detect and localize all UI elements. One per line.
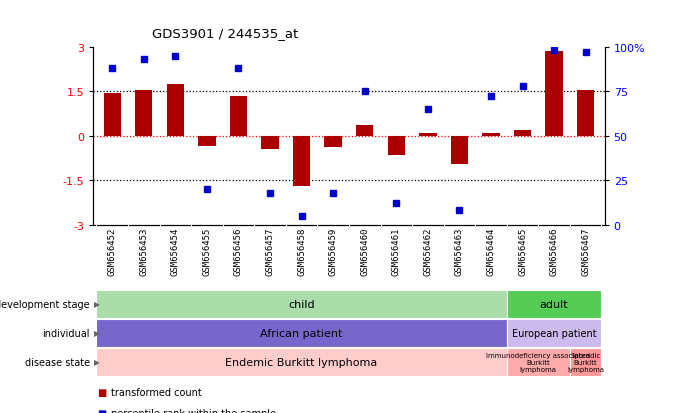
- Bar: [451, 136, 468, 164]
- Text: ■: ■: [97, 408, 106, 413]
- Text: GSM656464: GSM656464: [486, 227, 495, 275]
- Text: GSM656458: GSM656458: [297, 227, 306, 275]
- Text: GSM656457: GSM656457: [265, 227, 274, 275]
- Bar: [577, 90, 594, 136]
- Bar: [230, 96, 247, 136]
- Bar: [167, 85, 184, 136]
- Text: GSM656454: GSM656454: [171, 227, 180, 275]
- Bar: [482, 133, 500, 136]
- Text: European patient: European patient: [512, 328, 596, 338]
- Text: Sporadic
Burkitt
lymphoma: Sporadic Burkitt lymphoma: [567, 352, 604, 372]
- Text: GSM656456: GSM656456: [234, 227, 243, 275]
- Text: adult: adult: [540, 299, 569, 309]
- Text: ▶: ▶: [94, 357, 100, 366]
- Text: ■: ■: [97, 387, 106, 397]
- Bar: [198, 136, 216, 147]
- Text: GSM656460: GSM656460: [360, 227, 369, 275]
- Bar: [419, 133, 437, 136]
- Bar: [135, 90, 153, 136]
- Text: GSM656466: GSM656466: [549, 227, 558, 275]
- Text: GSM656453: GSM656453: [140, 227, 149, 275]
- Text: ▶: ▶: [94, 328, 100, 337]
- Bar: [325, 136, 342, 148]
- Text: GSM656459: GSM656459: [329, 227, 338, 275]
- Text: Endemic Burkitt lymphoma: Endemic Burkitt lymphoma: [225, 357, 378, 367]
- Text: development stage: development stage: [0, 299, 90, 309]
- Bar: [545, 52, 562, 136]
- Text: ▶: ▶: [94, 299, 100, 309]
- Bar: [97, 348, 507, 376]
- Bar: [293, 136, 310, 187]
- Bar: [507, 290, 601, 318]
- Bar: [97, 319, 507, 347]
- Text: GSM656461: GSM656461: [392, 227, 401, 275]
- Bar: [514, 131, 531, 136]
- Bar: [261, 136, 278, 150]
- Text: African patient: African patient: [261, 328, 343, 338]
- Bar: [570, 348, 601, 376]
- Text: GSM656455: GSM656455: [202, 227, 211, 275]
- Bar: [507, 319, 601, 347]
- Bar: [507, 348, 570, 376]
- Text: disease state: disease state: [25, 357, 90, 367]
- Text: child: child: [288, 299, 315, 309]
- Text: individual: individual: [42, 328, 90, 338]
- Text: Immunodeficiency associated
Burkitt
lymphoma: Immunodeficiency associated Burkitt lymp…: [486, 352, 590, 372]
- Text: GSM656462: GSM656462: [424, 227, 433, 275]
- Bar: [388, 136, 405, 156]
- Text: GDS3901 / 244535_at: GDS3901 / 244535_at: [152, 27, 299, 40]
- Text: GSM656465: GSM656465: [518, 227, 527, 275]
- Text: GSM656463: GSM656463: [455, 227, 464, 275]
- Text: percentile rank within the sample: percentile rank within the sample: [111, 408, 276, 413]
- Text: GSM656467: GSM656467: [581, 227, 590, 275]
- Text: transformed count: transformed count: [111, 387, 201, 397]
- Bar: [356, 126, 373, 136]
- Text: GSM656452: GSM656452: [108, 227, 117, 275]
- Bar: [104, 93, 121, 136]
- Bar: [97, 290, 507, 318]
